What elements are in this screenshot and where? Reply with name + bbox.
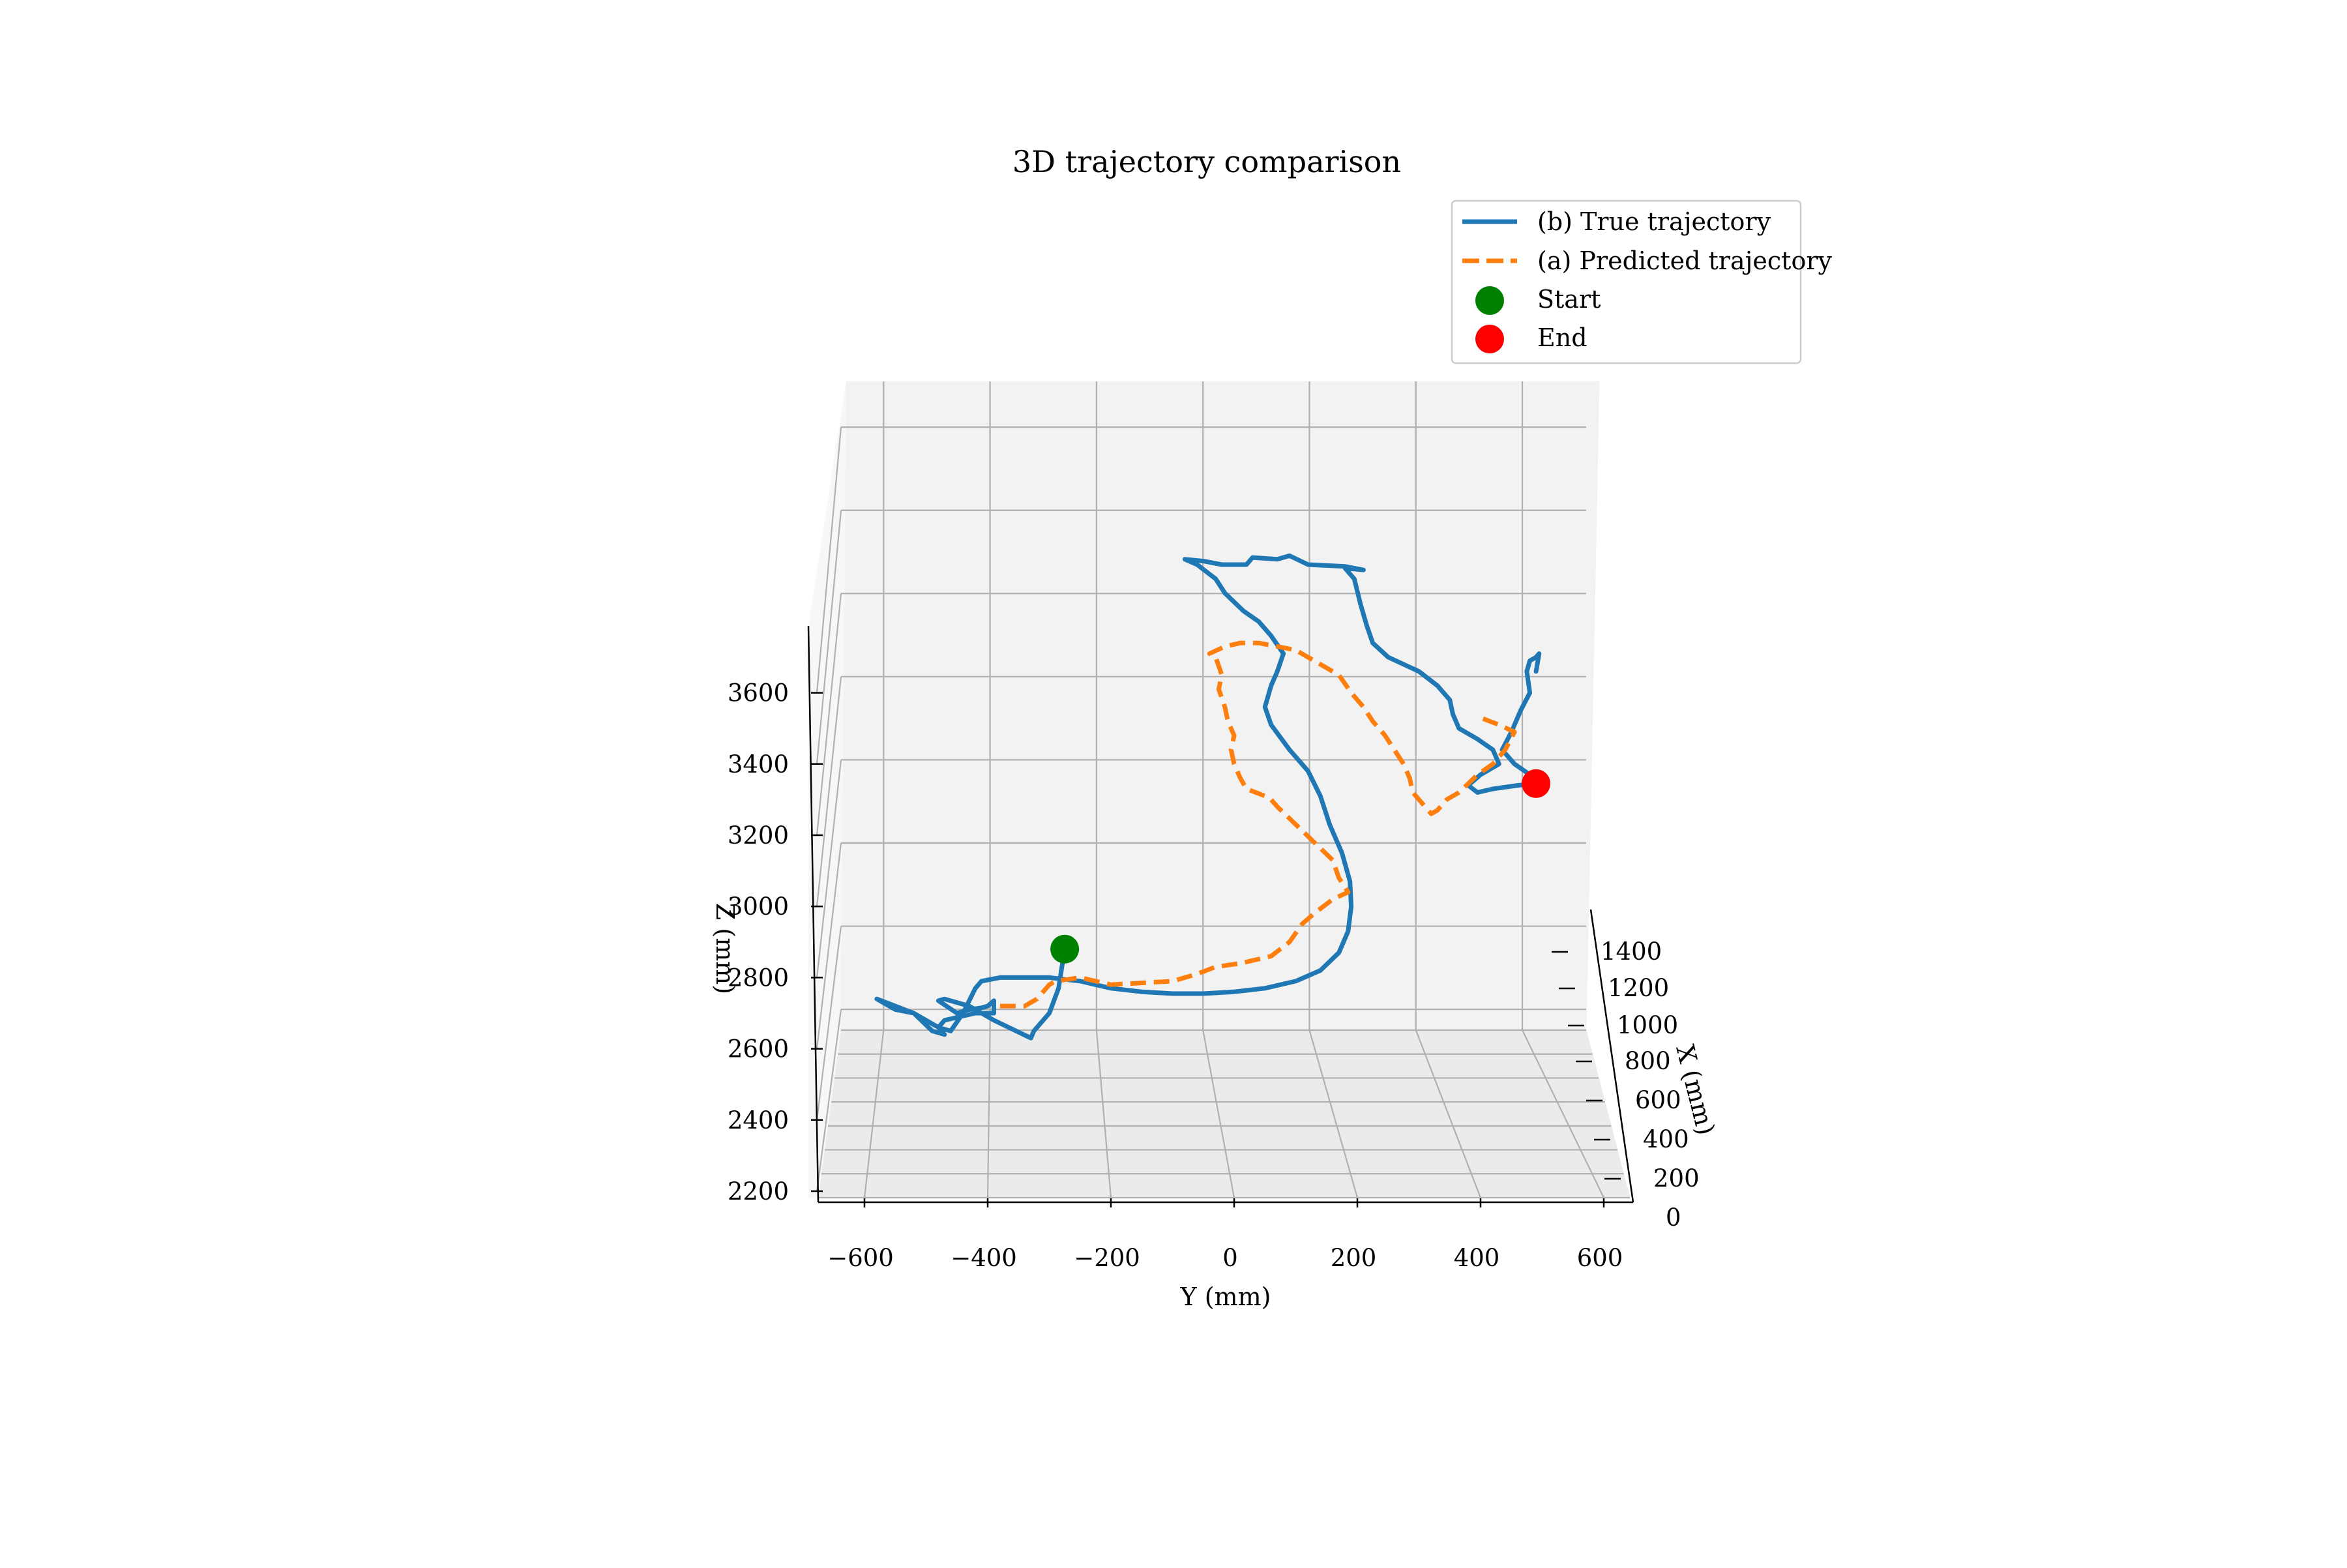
side-pane <box>808 381 846 1198</box>
grid-floor-y-2 <box>1095 1029 1112 1198</box>
legend-label-true: (b) True trajectory <box>1537 207 1771 236</box>
grid-floor-y-1 <box>986 1029 991 1198</box>
grid-side-z-0 <box>816 1009 842 1192</box>
axes-panes <box>808 381 1631 1198</box>
z-tick-label-2: 2600 <box>728 1035 789 1063</box>
grid-floor-y-3 <box>1202 1029 1235 1198</box>
grid-side-z-7 <box>816 427 842 693</box>
x-tick-label-3: 600 <box>1635 1086 1681 1114</box>
x-tick-label-4: 800 <box>1625 1047 1671 1075</box>
grid-lines <box>816 381 1630 1199</box>
legend-frame <box>1451 200 1802 364</box>
grid-side-z-6 <box>816 510 842 764</box>
z-axis-spine <box>807 625 819 1203</box>
vertical-axis-label-z: Z (mm) <box>711 903 739 994</box>
grid-side-z-4 <box>816 676 842 907</box>
y-tick-label-6: 600 <box>1577 1244 1623 1272</box>
grid-side-z-2 <box>816 842 842 1049</box>
markers-group <box>1050 769 1551 964</box>
y-tick-label-4: 200 <box>1331 1244 1377 1272</box>
y-tick-label-0: −600 <box>827 1244 894 1272</box>
y-tick-label-3: 0 <box>1222 1244 1238 1272</box>
x-tick-label-1: 200 <box>1653 1164 1700 1192</box>
series-group <box>874 553 1542 1041</box>
floor-pane <box>818 1029 1631 1198</box>
x-tick-label-2: 400 <box>1643 1125 1689 1153</box>
grid-floor-y-5 <box>1415 1029 1482 1198</box>
y-tick-label-2: −200 <box>1074 1244 1140 1272</box>
x-tick-label-6: 1200 <box>1608 974 1669 1002</box>
y-tick-label-5: 400 <box>1454 1244 1500 1272</box>
z-tick-label-0: 2200 <box>728 1177 789 1206</box>
grid-side-z-1 <box>816 926 842 1120</box>
grid-floor-y-4 <box>1308 1029 1359 1198</box>
legend-marker-end <box>1475 325 1504 353</box>
series-predicted-trajectory <box>999 640 1517 1009</box>
chart-title: 3D trajectory comparison <box>1012 144 1401 179</box>
x-tick-label-5: 1000 <box>1617 1011 1678 1039</box>
legend-label-start: Start <box>1537 285 1601 314</box>
end-marker <box>1522 769 1551 798</box>
axis-lines <box>807 625 1634 1204</box>
series-true-trajectory <box>874 553 1542 1041</box>
y-tick-label-1: −400 <box>951 1244 1017 1272</box>
legend-label-end: End <box>1537 323 1587 352</box>
back-pane <box>840 381 1600 1031</box>
grid-side-z-3 <box>816 760 842 978</box>
grid-side-z-5 <box>816 593 842 836</box>
z-tick-label-1: 2400 <box>728 1106 789 1134</box>
z-tick-label-3: 2800 <box>728 964 789 992</box>
x-axis-label-y: Y (mm) <box>1180 1282 1271 1311</box>
z-tick-label-7: 3600 <box>728 679 789 707</box>
x-tick-label-7: 1400 <box>1601 938 1662 966</box>
start-marker <box>1050 934 1080 964</box>
x-axis-spine <box>1589 909 1634 1203</box>
legend-marker-start <box>1475 286 1504 315</box>
x-tick-label-0: 0 <box>1666 1204 1681 1232</box>
legend-label-predicted: (a) Predicted trajectory <box>1537 246 1832 275</box>
z-tick-label-4: 3000 <box>728 893 789 921</box>
z-tick-label-6: 3400 <box>728 750 789 778</box>
z-tick-label-5: 3200 <box>728 821 789 850</box>
axis-ticks: −600 −400 −200 0 200 400 600 0 200 400 600 800 1000 1… <box>728 679 1700 1272</box>
legend: (b) True trajectory (a) Predicted trajec… <box>1451 200 1832 364</box>
grid-floor-y-6 <box>1522 1029 1604 1198</box>
grid-floor-y-0 <box>863 1029 885 1198</box>
